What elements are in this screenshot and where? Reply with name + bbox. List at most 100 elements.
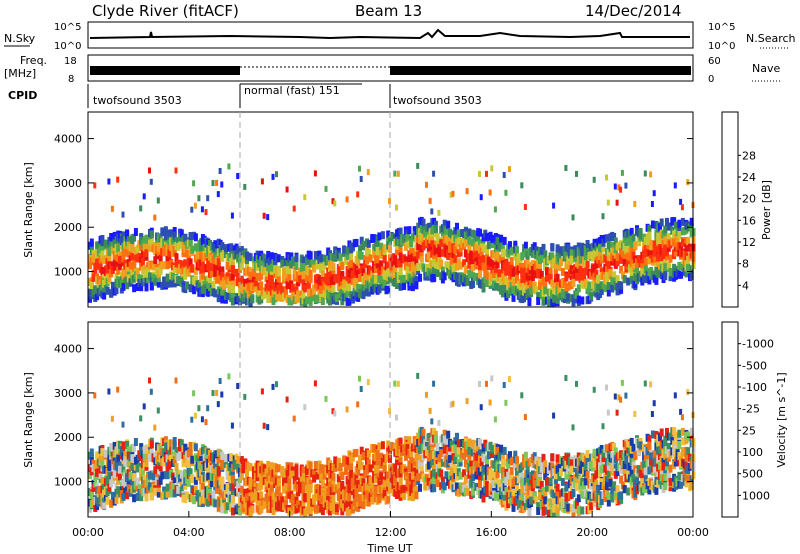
power-cell [633,241,638,250]
velocity-cell [280,496,285,505]
velocity-cell [116,454,121,463]
power-cell [149,282,154,291]
velocity-cell [206,405,210,412]
velocity-cell [269,473,274,482]
velocity-cell [172,437,177,445]
velocity-cell [320,480,325,489]
power-cell [125,281,130,290]
velocity-cell [366,449,371,458]
power-cell [188,258,193,267]
velocity-cell [132,443,137,452]
power-cell [580,296,585,305]
power-cell [230,212,234,219]
velocity-cell [118,471,122,480]
power-cell [615,199,619,206]
power-cell [373,265,378,274]
velocity-cell [352,498,357,507]
velocity-cell [356,401,360,408]
velocity-cell [313,461,318,469]
power-cell [449,257,454,266]
velocity-cell [178,443,182,452]
velocity-cell [276,464,281,473]
velocity-cell [276,478,281,487]
power-cell [409,277,414,286]
power-cell [663,272,668,281]
cpid-segment-2: normal (fast) 151 [244,84,340,97]
power-cell [107,178,111,185]
power-cell [552,286,557,294]
power-cell [275,279,279,288]
velocity-cell [107,462,112,471]
velocity-cell [123,458,128,467]
power-cell [241,294,246,302]
velocity-cell [564,375,568,381]
power-cell [361,291,366,300]
power-cell [388,198,391,205]
velocity-cell [158,465,163,474]
power-cell [216,293,221,302]
velocity-cell [156,484,161,493]
power-cell [490,234,495,243]
power-cell [312,260,317,269]
velocity-cell [402,492,407,500]
power-cell [481,284,486,293]
noise-trace [89,28,690,40]
power-cell [398,267,403,276]
velocity-cell [368,476,373,485]
power-cell [375,260,380,269]
velocity-cell [137,484,142,493]
velocity-cell [200,416,204,423]
power-cell [624,246,629,254]
velocity-cell [372,470,377,479]
power-cell [289,252,294,261]
power-cell [463,265,468,274]
velocity-cell [239,456,244,464]
power-cell [377,232,382,241]
power-cell [467,241,472,250]
power-cell [320,297,325,305]
power-cell [358,288,362,297]
power-cell [636,237,641,246]
velocity-cell [509,473,514,482]
power-cell [599,287,604,296]
velocity-cell [130,454,135,463]
power-cell [523,204,527,210]
velocity-cell [294,472,299,480]
velocity-cell [320,507,325,515]
power-cell [626,277,631,286]
velocity-cell [448,445,452,454]
velocity-cell [448,455,452,463]
power-cell [605,234,609,243]
power-cell [440,248,445,257]
velocity-cell [520,485,525,493]
velocity-cell [479,458,484,467]
velocity-cell [375,470,380,479]
velocity-cell [550,462,555,471]
power-cell [444,228,449,237]
power-cell [409,246,414,255]
power-cell [313,294,318,303]
power-cell [368,254,373,263]
power-cell [532,270,537,279]
noise-right-tick-top: 10^5 [708,22,735,33]
power-cell [218,168,222,174]
velocity-cell [545,483,549,492]
velocity-cell [414,467,419,476]
velocity-cell [229,453,234,462]
power-cell [647,276,652,285]
power-cell [172,265,177,273]
power-cell [689,265,694,274]
velocity-cell [326,495,331,504]
freq-right-tick-top: 60 [708,56,721,67]
power-cell [179,260,184,269]
power-cell [416,242,421,251]
velocity-cell [188,442,193,450]
power-cell [91,273,96,282]
velocity-cell [553,476,558,485]
velocity-cell [453,444,458,453]
velocity-cell [130,462,135,471]
power-cell [153,256,158,265]
power-cell [167,249,172,258]
velocity-cell [225,502,230,511]
velocity-cell [506,471,511,480]
